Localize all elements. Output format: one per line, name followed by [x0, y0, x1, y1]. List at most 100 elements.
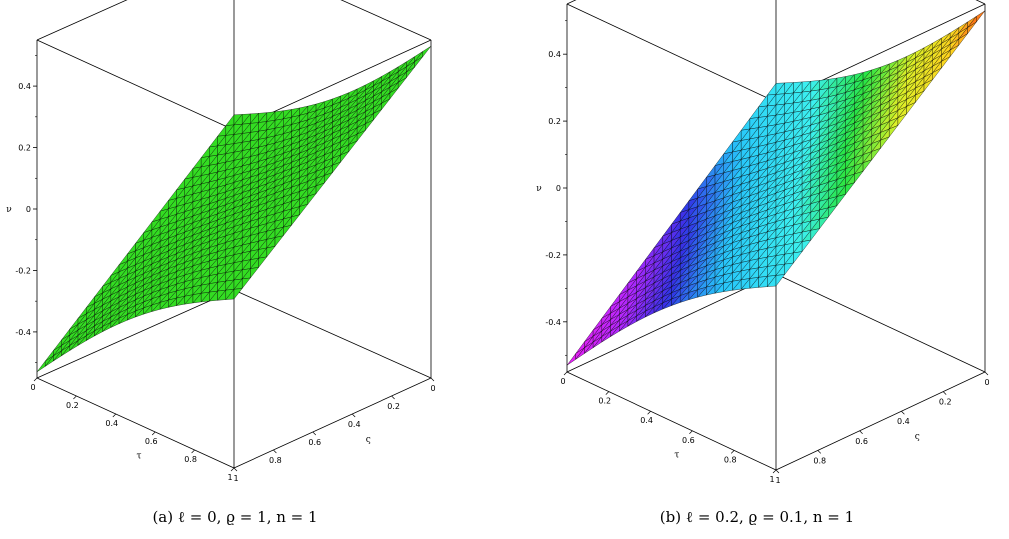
surface-patch	[422, 45, 432, 58]
xi-tick-label: 0.4	[348, 420, 361, 429]
xi-tick-mark	[351, 413, 356, 418]
tau-axis-label: τ	[674, 451, 679, 461]
surface-plot-b: -0.4 -0.2 0 0.2 0.4 ν 0 0.2 0.4 0.6 0.8 1 τ 0 0.2 0.4 0.…	[505, 0, 1009, 539]
surface-patch	[283, 224, 292, 237]
xi-tick-label: 0.6	[308, 438, 321, 447]
surface-patch	[373, 109, 382, 121]
caption-a: (a) ℓ = 0, ϱ = 1, n = 1	[152, 508, 318, 526]
xi-tick-label: 0.2	[387, 402, 400, 411]
surface-patch	[758, 94, 768, 108]
surface-plot-a: -0.4 -0.2 0 0.2 0.4 ν 0 0.2 0.4 0.6 0.8 1 τ 0 0.2 0.4 0.…	[0, 0, 470, 539]
surface-patch	[845, 182, 855, 195]
tau-tick-label: 0.4	[105, 419, 118, 428]
tau-tick-mark	[191, 449, 195, 454]
plot-group: -0.4 -0.2 0 0.2 0.4 ν 0 0.2 0.4 0.6 0.8 1 τ 0 0.2 0.4 0.…	[6, 0, 436, 483]
tau-tick-mark	[112, 413, 117, 418]
surface-patch	[217, 125, 226, 137]
z-tick-label: 0.2	[18, 144, 31, 153]
box-edge	[566, 3, 777, 103]
surface-patch	[819, 216, 829, 230]
surface-patch	[291, 214, 301, 226]
surface-plot-a-canvas: -0.4 -0.2 0 0.2 0.4 ν 0 0.2 0.4 0.6 0.8 1 τ 0 0.2 0.4 0.…	[6, 0, 436, 483]
tau-tick-mark	[647, 410, 651, 415]
surface-patch	[299, 203, 309, 216]
xi-tick-label: 1	[233, 474, 238, 483]
z-tick-label: -0.4	[545, 318, 561, 327]
surface-patch	[356, 130, 366, 142]
xi-tick-mark	[775, 469, 780, 474]
tau-tick-label: 0.4	[640, 416, 653, 425]
surface-patch	[324, 172, 334, 184]
surface-patch	[915, 90, 925, 103]
tau-tick-mark	[730, 450, 735, 454]
xi-tick-label: 0.4	[897, 417, 910, 426]
surface-patch	[340, 151, 350, 163]
tau-tick-label: 0.6	[145, 437, 158, 446]
surface-patch	[258, 256, 268, 268]
surface-patch	[749, 106, 759, 119]
tau-tick-label: 0.2	[66, 401, 79, 410]
surface-patch	[976, 10, 986, 23]
box-edge	[36, 39, 235, 131]
xi-axis-label: ς	[366, 435, 371, 445]
box-edge	[566, 0, 577, 5]
xi-tick-mark	[859, 430, 863, 435]
xi-tick-mark	[942, 391, 947, 395]
surface-patch	[941, 56, 951, 69]
plot-group: -0.4 -0.2 0 0.2 0.4 ν 0 0.2 0.4 0.6 0.8 1 τ 0 0.2 0.4 0.…	[536, 0, 990, 485]
surface-patch	[801, 239, 812, 253]
tau-tick-label: 0.2	[598, 397, 611, 406]
box-edge	[36, 0, 128, 41]
surface-patch	[348, 140, 358, 153]
surface-patch	[274, 235, 284, 247]
xi-tick-label: 0.8	[269, 456, 282, 465]
surface-patch	[871, 147, 881, 161]
surface-patch	[906, 102, 916, 115]
surface-patch	[854, 170, 864, 184]
xi-tick-mark	[233, 467, 238, 472]
z-axis-label: ν	[536, 184, 541, 194]
surface-plot-b-canvas: -0.4 -0.2 0 0.2 0.4 ν 0 0.2 0.4 0.6 0.8 1 τ 0 0.2 0.4 0.…	[536, 0, 990, 485]
tau-tick-mark	[605, 391, 610, 395]
xi-tick-mark	[312, 431, 317, 436]
surface-patch	[307, 193, 317, 205]
surface-patch	[36, 360, 46, 373]
xi-tick-label: 0.6	[855, 437, 868, 446]
xi-tick-label: 1	[775, 476, 780, 485]
tau-tick-label: 0.6	[682, 436, 695, 445]
xi-tick-label: 0.2	[939, 398, 952, 407]
box-edge	[340, 0, 432, 41]
surface-patch	[365, 119, 374, 131]
surface-patch	[784, 262, 794, 276]
tau-tick-mark	[151, 431, 156, 436]
surface-patch	[723, 141, 733, 155]
surface-patch	[266, 246, 276, 258]
z-tick-label: 0.4	[18, 82, 31, 91]
surface-patch	[766, 82, 777, 96]
tau-tick-label: 0	[560, 377, 565, 386]
surface-patch	[233, 288, 243, 300]
surface-patch	[225, 114, 235, 126]
box-edge	[566, 273, 777, 373]
box-edge	[975, 0, 986, 5]
box-edge	[36, 289, 235, 379]
surface-patch	[923, 79, 933, 92]
z-tick-label: 0.4	[548, 50, 561, 59]
tau-tick-label: 1	[227, 473, 232, 482]
surface-patch	[315, 182, 325, 195]
surface-patch	[250, 267, 260, 279]
tau-tick-label: 0	[30, 383, 35, 392]
surface-patch	[967, 22, 977, 35]
surface-patch	[793, 251, 803, 264]
xi-tick-mark	[817, 450, 822, 454]
tau-axis-label: τ	[137, 452, 142, 462]
surface-patch	[889, 124, 899, 138]
z-tick-label: -0.2	[545, 251, 561, 260]
xi-tick-mark	[273, 449, 277, 454]
z-axis-label: ν	[6, 205, 11, 215]
surface-patch	[242, 277, 251, 289]
box-edge	[233, 289, 432, 379]
z-tick-label: 0	[556, 184, 561, 193]
surface-patch	[381, 98, 391, 110]
surface-patch	[810, 228, 820, 241]
